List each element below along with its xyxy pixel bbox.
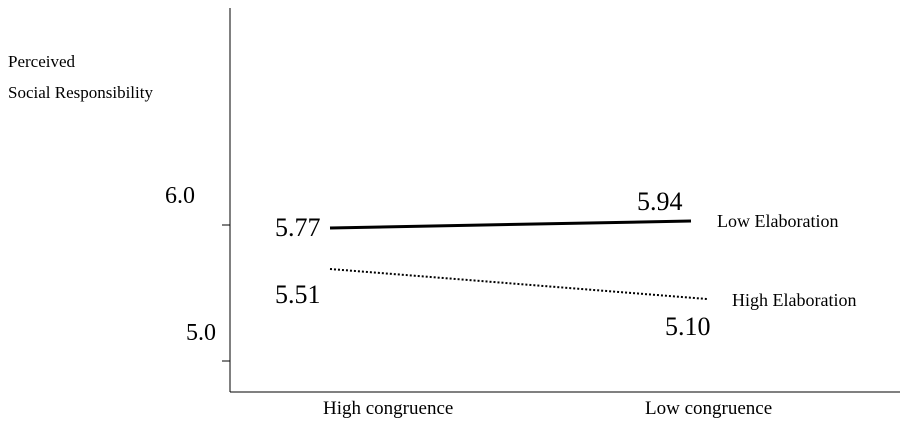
x-tick-label-low-congruence: Low congruence: [645, 398, 772, 419]
legend-label-high-elaboration: High Elaboration: [732, 290, 856, 310]
data-label-low-elaboration-low-congruence: 5.94: [637, 187, 683, 216]
series-line-high-elaboration: [329, 268, 708, 300]
data-label-high-elaboration-high-congruence: 5.51: [275, 280, 321, 309]
y-axis-title-line-1: Perceived: [8, 52, 76, 71]
data-label-high-elaboration-low-congruence: 5.10: [665, 312, 711, 341]
y-axis-title-line-2: Social Responsibility: [8, 83, 153, 102]
y-axis-title: Perceived Social Responsibility: [8, 52, 153, 102]
y-tick-label-6-0: 6.0: [165, 183, 195, 209]
data-label-low-elaboration-high-congruence: 5.77: [275, 213, 321, 242]
legend-label-low-elaboration: Low Elaboration: [717, 211, 838, 231]
series-line-low-elaboration: [329, 219, 692, 230]
y-tick-label-5-0: 5.0: [186, 320, 216, 346]
x-tick-label-high-congruence: High congruence: [323, 398, 453, 419]
